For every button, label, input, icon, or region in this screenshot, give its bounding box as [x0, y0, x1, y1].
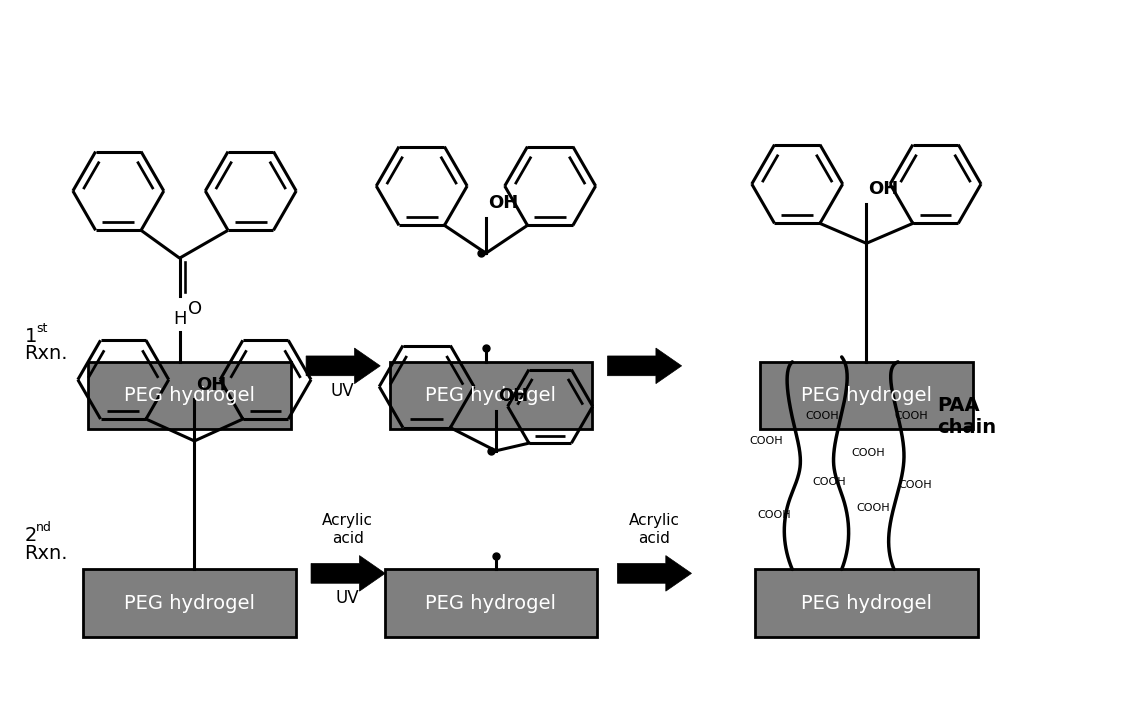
Text: 1: 1 [25, 327, 37, 346]
Text: COOH: COOH [812, 477, 845, 487]
FancyBboxPatch shape [88, 362, 290, 429]
Text: O: O [188, 299, 201, 318]
Text: Rxn.: Rxn. [25, 544, 68, 563]
Text: PEG hydrogel: PEG hydrogel [801, 386, 932, 405]
Text: COOH: COOH [806, 411, 838, 421]
Text: OH: OH [197, 376, 227, 393]
Text: nd: nd [36, 522, 52, 534]
Polygon shape [617, 556, 692, 591]
Text: 2: 2 [25, 526, 37, 545]
Text: UV: UV [336, 590, 359, 607]
Text: Acrylic
acid: Acrylic acid [322, 513, 373, 546]
Text: PAA
chain: PAA chain [938, 396, 997, 437]
Text: PEG hydrogel: PEG hydrogel [124, 594, 255, 613]
FancyBboxPatch shape [760, 362, 973, 429]
FancyBboxPatch shape [390, 362, 592, 429]
Text: PEG hydrogel: PEG hydrogel [801, 594, 932, 613]
Text: PEG hydrogel: PEG hydrogel [124, 386, 255, 405]
Text: OH: OH [868, 180, 898, 198]
Text: H: H [173, 311, 186, 328]
Text: COOH: COOH [857, 503, 890, 513]
Text: COOH: COOH [852, 448, 885, 457]
Polygon shape [608, 348, 681, 383]
FancyBboxPatch shape [84, 570, 296, 637]
Text: Acrylic
acid: Acrylic acid [628, 513, 679, 546]
Text: COOH: COOH [758, 510, 791, 520]
FancyBboxPatch shape [384, 570, 597, 637]
Text: PEG hydrogel: PEG hydrogel [425, 594, 556, 613]
Text: PEG hydrogel: PEG hydrogel [425, 386, 556, 405]
Text: COOH: COOH [750, 436, 783, 446]
Text: st: st [36, 322, 47, 335]
Text: COOH: COOH [898, 480, 931, 491]
Text: COOH: COOH [894, 411, 928, 421]
Text: OH: OH [488, 193, 519, 212]
Text: Rxn.: Rxn. [25, 345, 68, 364]
Polygon shape [311, 556, 385, 591]
Polygon shape [306, 348, 380, 383]
Text: UV: UV [331, 382, 355, 400]
FancyBboxPatch shape [755, 570, 977, 637]
Text: OH: OH [498, 388, 528, 405]
